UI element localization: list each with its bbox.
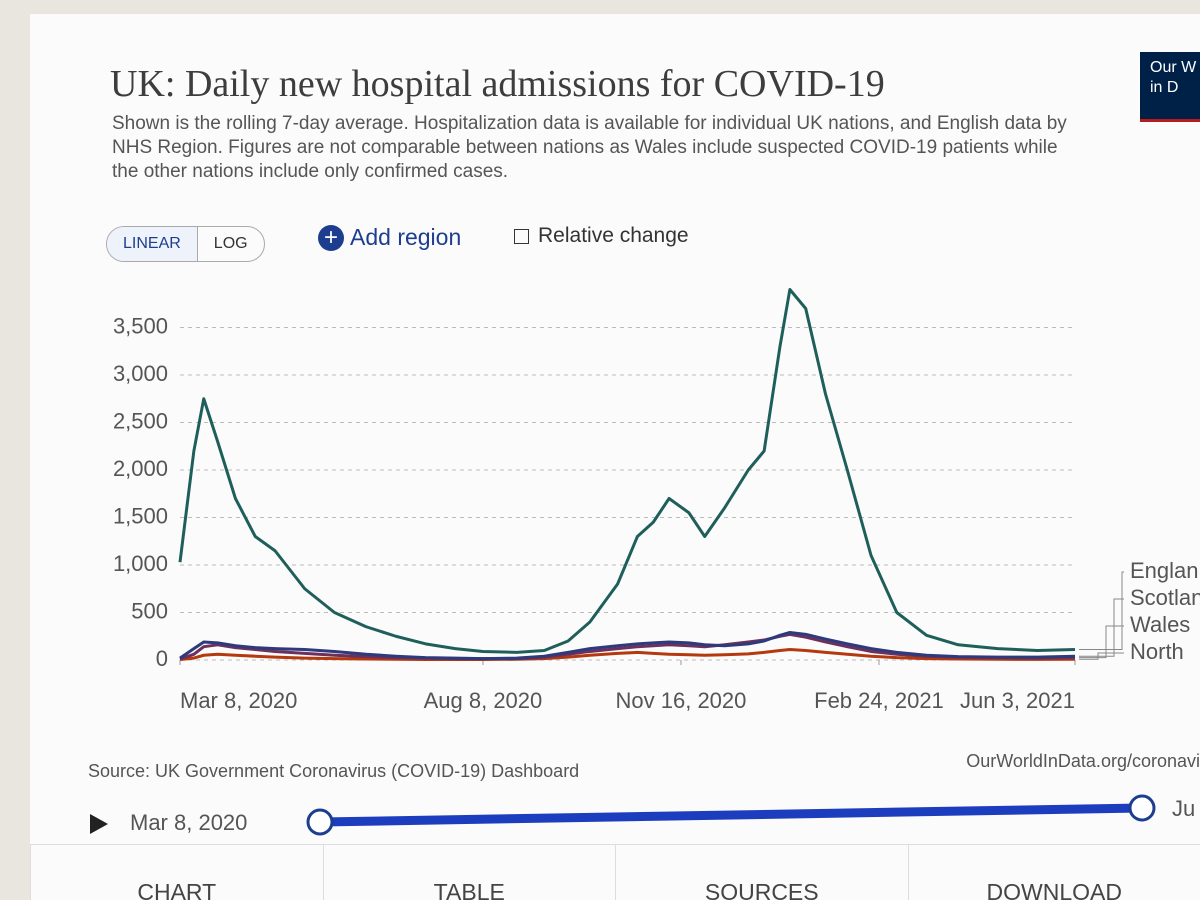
checkbox	[514, 228, 529, 244]
y-tick-label: 1,500	[113, 503, 168, 528]
chart-title: UK: Daily new hospital admissions for CO…	[110, 63, 885, 105]
source-url[interactable]: OurWorldInData.org/coronavi	[966, 751, 1200, 771]
y-tick-label: 1,000	[113, 551, 168, 576]
timeline-bar	[319, 803, 1143, 827]
scale-toggle: LINEAR LOG	[106, 226, 265, 262]
tab[interactable]: TABLE	[322, 845, 616, 900]
legend-connector	[1079, 625, 1124, 659]
tab[interactable]: CHART	[30, 845, 323, 900]
x-tick-label: Feb 24, 2021	[814, 688, 944, 713]
add-region-label: Add region	[350, 224, 462, 250]
line	[179, 630, 1076, 661]
y-tick-label: 2,500	[113, 408, 168, 433]
tab-bar: CHART TABLE SOURCES DOWNLOAD	[30, 844, 1200, 900]
linear-button[interactable]: LINEAR	[107, 227, 198, 261]
source: Source: UK Government Coronavirus (COVID…	[88, 761, 579, 781]
plus-icon: +	[318, 224, 344, 251]
x-tick-label: Aug 8, 2020	[424, 688, 543, 713]
timeline-end: Ju	[1172, 796, 1195, 821]
legend-label: Scotlan	[1130, 585, 1200, 610]
line	[179, 648, 1076, 662]
y-tick-label: 3,000	[113, 361, 168, 386]
chart: Source: UK Government Coronavirus (COVID…	[88, 288, 1200, 836]
timeline-handle[interactable]	[1128, 794, 1156, 822]
log-button[interactable]: LOG	[213, 235, 248, 252]
y-tick-label: 500	[131, 598, 168, 623]
legend-connector	[1079, 652, 1124, 660]
play-button[interactable]	[90, 814, 108, 834]
logo-line: Our W	[1150, 59, 1197, 76]
legend-label: North	[1130, 639, 1184, 664]
add-region-button[interactable]: + Add region	[318, 224, 461, 251]
legend-label: Wales	[1130, 612, 1190, 637]
logo-line: in D	[1150, 79, 1179, 96]
x-tick-label: Mar 8, 2020	[180, 688, 297, 713]
x-tick-label: Nov 16, 2020	[616, 688, 747, 713]
line	[179, 632, 1076, 661]
logo[interactable]: Our W in D	[1140, 52, 1200, 122]
timeline-start: Mar 8, 2020	[130, 810, 247, 835]
legend-connector	[1079, 598, 1124, 657]
relative-change-checkbox[interactable]: Relative change	[514, 224, 689, 248]
x-tick-label: Jun 3, 2021	[960, 688, 1075, 713]
relative-change-label: Relative change	[538, 224, 689, 247]
legend-connector	[1079, 571, 1124, 651]
chart-card: UK: Daily new hospital admissions for CO…	[30, 14, 1200, 900]
y-tick-label: 3,500	[113, 313, 168, 338]
line	[178, 288, 1076, 654]
tab[interactable]: DOWNLOAD	[907, 845, 1200, 900]
legend-label: Englan	[1130, 558, 1199, 583]
chart-subtitle: Shown is the rolling 7-day average. Hosp…	[112, 113, 1067, 182]
y-tick-label: 2,000	[113, 456, 168, 481]
tab[interactable]: SOURCES	[615, 845, 908, 900]
timeline-handle[interactable]	[306, 808, 334, 836]
y-tick-label: 0	[156, 646, 168, 671]
